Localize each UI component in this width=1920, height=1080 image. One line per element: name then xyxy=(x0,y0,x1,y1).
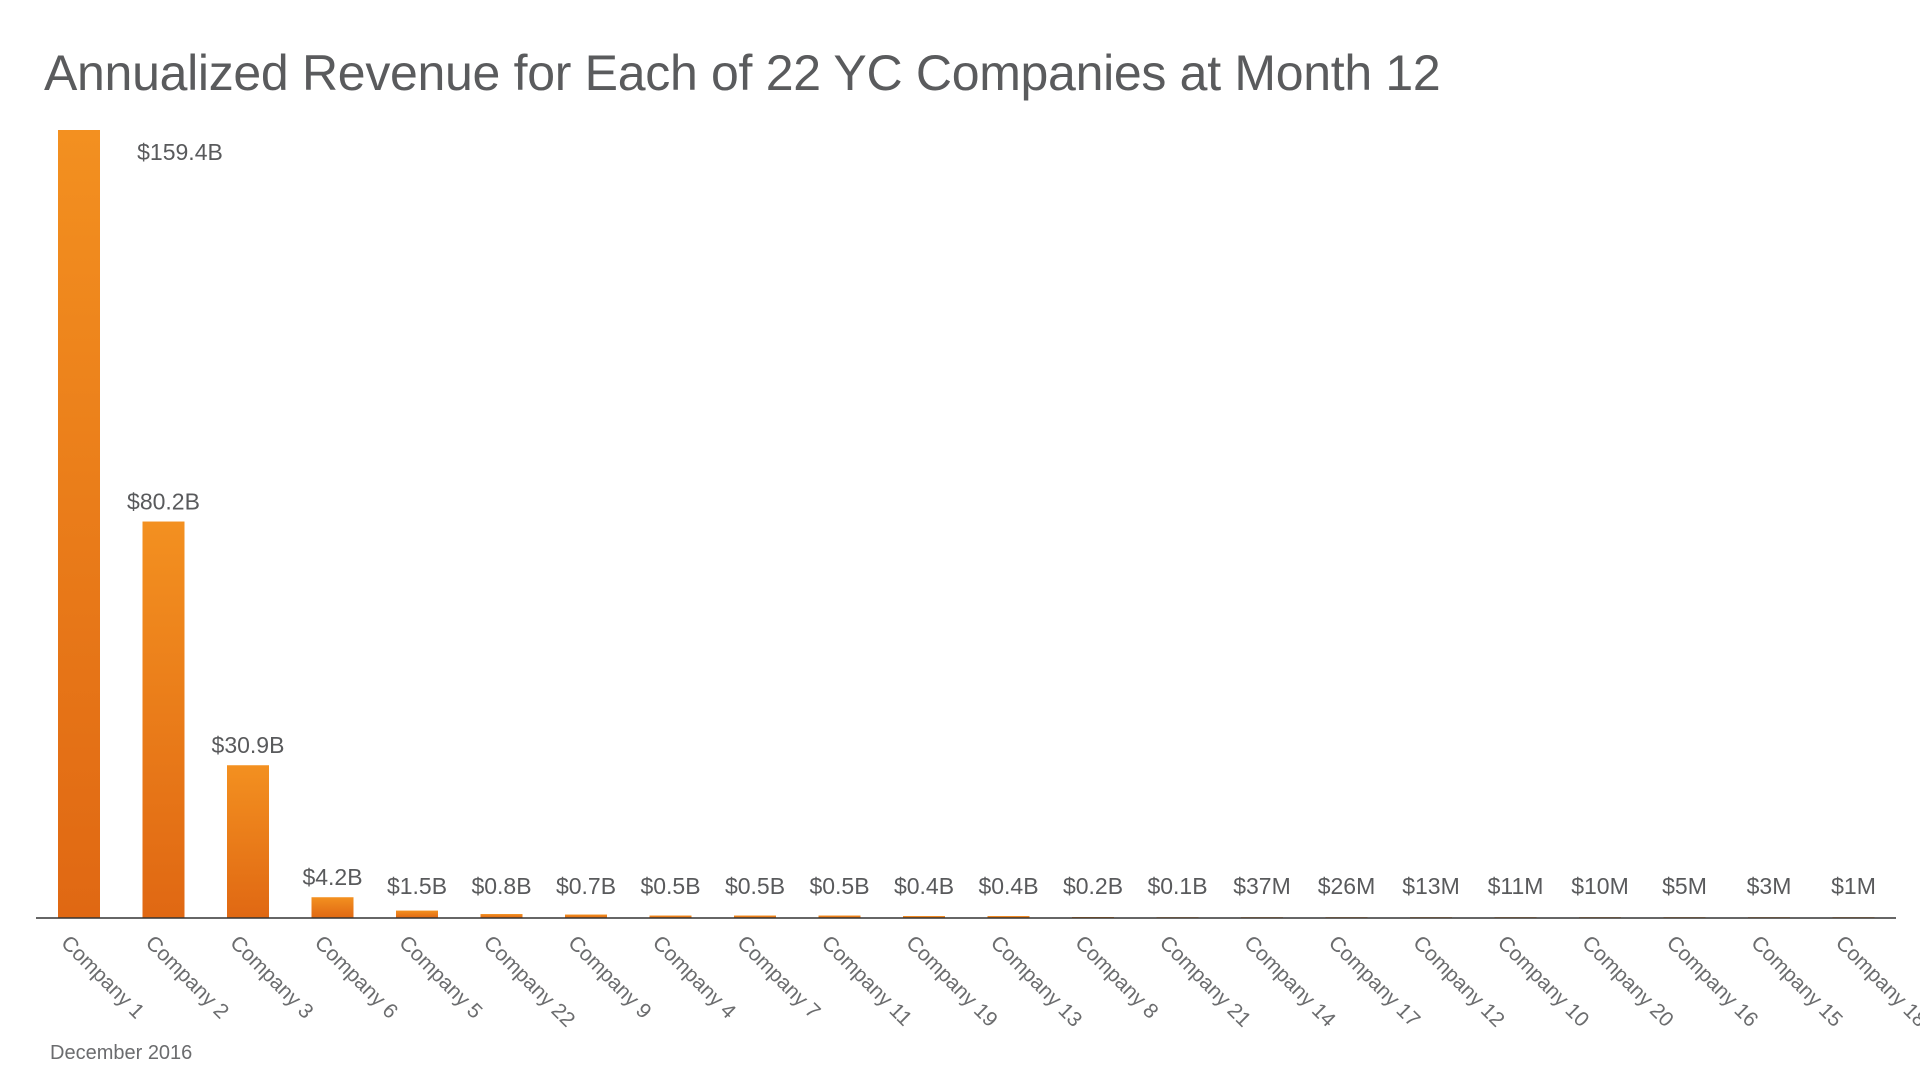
data-label: $0.7B xyxy=(556,873,616,899)
bar-company-4 xyxy=(649,915,692,918)
x-tick-label: Company 2 xyxy=(141,931,233,1023)
data-label: $0.5B xyxy=(809,873,869,899)
data-label: $0.2B xyxy=(1063,873,1123,899)
x-tick-label: Company 1 xyxy=(56,931,148,1023)
data-label: $30.9B xyxy=(212,732,285,758)
bar-company-11 xyxy=(818,915,861,918)
data-label: $13M xyxy=(1402,873,1460,899)
data-label: $11M xyxy=(1488,873,1544,899)
x-tick-label: Company 11 xyxy=(817,931,916,1030)
data-label: $4.2B xyxy=(302,864,362,890)
data-label: $26M xyxy=(1318,873,1376,899)
x-tick-label: Company 4 xyxy=(648,931,740,1023)
x-tick-label: Company 5 xyxy=(394,931,486,1023)
data-labels: $159.4B $80.2B $30.9B $4.2B $1.5B $0.8B $0.7B $… xyxy=(127,139,1876,899)
bar-company-2 xyxy=(142,521,185,918)
x-tick-label: Company 9 xyxy=(563,931,655,1023)
bar-company-9 xyxy=(565,914,607,918)
data-label: $159.4B xyxy=(137,139,223,165)
bars xyxy=(58,130,1875,918)
bar-company-5 xyxy=(396,910,438,918)
data-label: $0.5B xyxy=(640,873,700,899)
x-tick-label: Company 3 xyxy=(225,931,317,1023)
data-label: $0.5B xyxy=(725,873,785,899)
data-label: $3M xyxy=(1747,873,1792,899)
x-tick-label: Company 7 xyxy=(732,931,824,1023)
bar-company-22 xyxy=(480,914,523,918)
data-label: $0.4B xyxy=(894,873,954,899)
data-label: $0.1B xyxy=(1147,873,1207,899)
bar-company-13 xyxy=(987,916,1030,918)
x-tick-label: Company 6 xyxy=(310,931,402,1023)
bar-company-3 xyxy=(227,765,269,918)
chart-title: Annualized Revenue for Each of 22 YC Com… xyxy=(44,45,1441,101)
data-label: $1.5B xyxy=(387,873,447,899)
data-label: $0.4B xyxy=(978,873,1038,899)
data-label: $10M xyxy=(1571,873,1629,899)
footnote-date: December 2016 xyxy=(50,1042,193,1064)
data-label: $80.2B xyxy=(127,489,200,515)
bar-company-7 xyxy=(734,915,776,918)
data-label: $0.8B xyxy=(471,873,531,899)
x-tick-label: Company 8 xyxy=(1070,931,1162,1023)
bar-company-19 xyxy=(903,916,945,918)
bar-company-1 xyxy=(58,130,100,918)
bar-company-6 xyxy=(311,897,354,918)
data-label: $1M xyxy=(1831,873,1876,899)
data-label: $37M xyxy=(1233,873,1291,899)
data-label: $5M xyxy=(1662,873,1707,899)
